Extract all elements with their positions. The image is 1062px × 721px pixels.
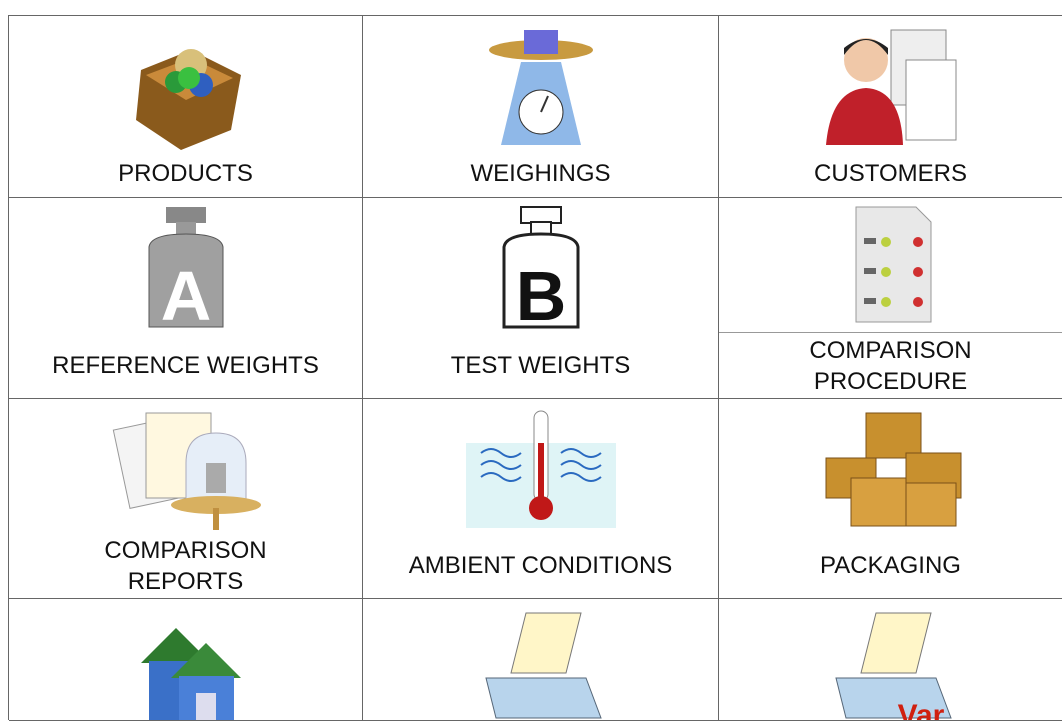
reports-icon xyxy=(112,412,261,530)
procedure-icon xyxy=(855,206,931,323)
printer-icon xyxy=(484,612,602,719)
ambient-icon xyxy=(465,410,616,528)
item-label: AMBIENT CONDITIONS xyxy=(408,552,673,579)
item-label: COMPARISON PROCEDURE xyxy=(809,336,972,395)
menu-item[interactable]: B TEST WEIGHTS xyxy=(363,198,719,399)
printer-var-icon: Var xyxy=(834,612,952,721)
item-label: CUSTOMERS xyxy=(814,160,967,187)
item-label: REFERENCE WEIGHTS xyxy=(52,351,319,379)
item-label: PRODUCTS xyxy=(118,160,253,187)
menu-item[interactable]: WEIGHINGS xyxy=(363,16,719,198)
weighings-icon xyxy=(488,30,593,145)
menu-item[interactable]: AMBIENT CONDITIONS xyxy=(363,399,719,599)
menu-item[interactable]: CUSTOMERS xyxy=(719,16,1062,198)
menu-item[interactable]: PRODUCTS xyxy=(9,16,363,198)
packaging-icon xyxy=(825,412,961,527)
menu-item[interactable] xyxy=(9,599,363,721)
menu-item[interactable]: A REFERENCE WEIGHTS xyxy=(9,198,363,399)
menu-item[interactable]: COMPARISON REPORTS xyxy=(9,399,363,599)
customers-icon xyxy=(825,29,956,145)
products-icon xyxy=(135,49,241,150)
test-weight-icon: B xyxy=(502,206,579,332)
svg-text:B: B xyxy=(515,257,566,332)
menu-item[interactable] xyxy=(363,599,719,721)
menu-item[interactable]: COMPARISON PROCEDURE xyxy=(719,198,1062,399)
menu-grid: PRODUCTS WEIGHINGS CUSTOMERS A REFERENCE… xyxy=(8,15,1062,721)
reference-weight-icon: A xyxy=(148,207,223,332)
menu-item[interactable]: Var xyxy=(719,599,1062,721)
item-label: WEIGHINGS xyxy=(470,160,611,187)
item-label: COMPARISON REPORTS xyxy=(104,536,267,595)
item-label: TEST WEIGHTS xyxy=(450,351,631,379)
home-icon xyxy=(140,628,241,720)
menu-item[interactable]: PACKAGING xyxy=(719,399,1062,599)
icon-text: Var xyxy=(897,699,944,721)
item-label: PACKAGING xyxy=(820,552,961,579)
svg-text:A: A xyxy=(160,257,211,332)
